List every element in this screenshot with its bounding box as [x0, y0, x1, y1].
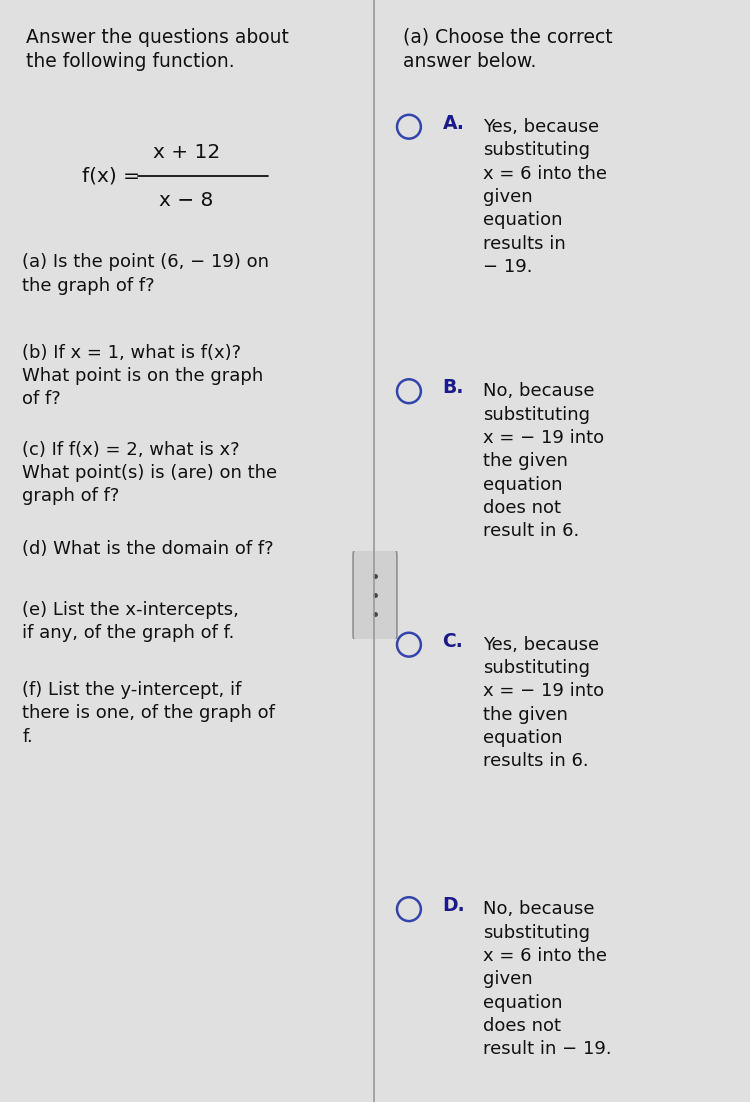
Text: Answer the questions about
the following function.: Answer the questions about the following…	[26, 28, 289, 71]
Text: x − 8: x − 8	[159, 191, 214, 210]
Text: (f) List the y-intercept, if
there is one, of the graph of
f.: (f) List the y-intercept, if there is on…	[22, 681, 275, 746]
Text: (a) Choose the correct
answer below.: (a) Choose the correct answer below.	[404, 28, 613, 71]
Text: C.: C.	[442, 631, 464, 651]
Text: D.: D.	[442, 896, 465, 916]
Text: f(x) =: f(x) =	[82, 166, 140, 186]
Text: (c) If f(x) = 2, what is x?
What point(s) is (are) on the
graph of f?: (c) If f(x) = 2, what is x? What point(s…	[22, 441, 278, 506]
Text: (b) If x = 1, what is f(x)?
What point is on the graph
of f?: (b) If x = 1, what is f(x)? What point i…	[22, 344, 263, 409]
Text: Yes, because
substituting
x = − 19 into
the given
equation
results in 6.: Yes, because substituting x = − 19 into …	[484, 636, 604, 770]
Text: B.: B.	[442, 378, 464, 398]
Text: Yes, because
substituting
x = 6 into the
given
equation
results in
− 19.: Yes, because substituting x = 6 into the…	[484, 118, 608, 276]
Text: No, because
substituting
x = 6 into the
given
equation
does not
result in − 19.: No, because substituting x = 6 into the …	[484, 900, 612, 1058]
Text: No, because
substituting
x = − 19 into
the given
equation
does not
result in 6.: No, because substituting x = − 19 into t…	[484, 382, 604, 540]
Text: x + 12: x + 12	[153, 142, 220, 162]
Text: A.: A.	[442, 114, 464, 133]
Text: (a) Is the point (6, − 19) on
the graph of f?: (a) Is the point (6, − 19) on the graph …	[22, 253, 269, 294]
FancyBboxPatch shape	[353, 549, 397, 641]
Text: (d) What is the domain of f?: (d) What is the domain of f?	[22, 540, 274, 558]
Text: (e) List the x-intercepts,
if any, of the graph of f.: (e) List the x-intercepts, if any, of th…	[22, 601, 239, 641]
